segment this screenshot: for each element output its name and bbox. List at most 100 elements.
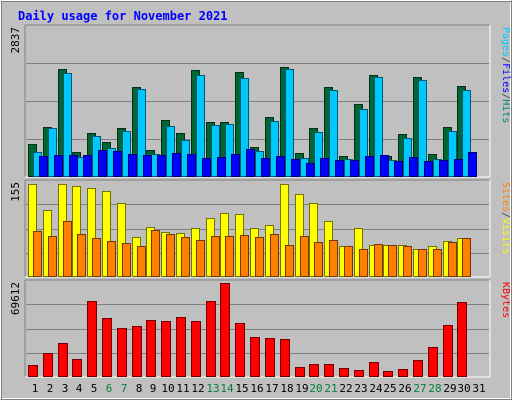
y-axis-label-part: Files — [500, 63, 511, 93]
x-tick-label: 30 — [457, 382, 470, 395]
x-tick-label: 29 — [443, 382, 456, 395]
bar-kbytes — [117, 328, 127, 377]
bar-kbytes — [72, 359, 82, 377]
bar-files — [374, 77, 383, 177]
bar-sites — [329, 240, 338, 277]
y-axis-label-part: / — [500, 57, 511, 63]
bar-files — [448, 131, 457, 177]
bar-sites — [63, 221, 72, 277]
bar-kbytes — [176, 317, 186, 377]
bar-files — [329, 90, 338, 177]
x-tick-label: 16 — [250, 382, 263, 395]
bar-files — [462, 90, 471, 177]
x-tick-label: 25 — [383, 382, 396, 395]
bar-files — [240, 78, 249, 177]
bar-sites — [137, 246, 146, 277]
x-tick-label: 2 — [47, 382, 54, 395]
panel-hits-files: 2837 Pages/Files/Hits — [9, 24, 511, 178]
bar-sites — [33, 231, 42, 277]
x-axis-labels: 1 2 3 4 5 6 7 8 9 10 11 12 13 14 15 16 17 18 19 20 21 22 23 24 2… — [32, 382, 486, 395]
bar-pages — [350, 160, 359, 177]
bar-kbytes — [43, 353, 53, 377]
bar-sites — [300, 236, 309, 277]
x-tick-label: 31 — [472, 382, 485, 395]
y-axis-label: Sites/Visits — [500, 182, 511, 254]
bar-pages — [439, 160, 448, 177]
bar-pages — [468, 152, 477, 177]
y-axis-label-part: Visits — [500, 218, 511, 254]
bar-visits — [72, 186, 81, 277]
y-max-label: 69612 — [9, 282, 22, 315]
bar-pages — [54, 155, 63, 177]
chart-title: Daily usage for November 2021 — [18, 9, 228, 23]
bar-sites — [255, 237, 264, 277]
y-axis-label-part: / — [500, 212, 511, 218]
bar-sites — [403, 246, 412, 277]
bar-kbytes — [369, 362, 379, 377]
bar-files — [418, 80, 427, 177]
bar-sites — [359, 249, 368, 277]
x-tick-label: 10 — [161, 382, 174, 395]
bar-pages — [143, 155, 152, 177]
x-tick-label: 6 — [106, 382, 113, 395]
bar-files — [270, 121, 279, 177]
bar-sites — [181, 237, 190, 277]
bar-files — [63, 73, 72, 177]
bar-sites — [211, 236, 220, 277]
bar-sites — [92, 238, 101, 277]
bar-sites — [462, 238, 471, 277]
bar-kbytes — [457, 302, 467, 377]
bar-visits — [28, 184, 37, 277]
bar-sites — [374, 244, 383, 277]
bar-kbytes — [102, 318, 112, 377]
bar-sites — [344, 246, 353, 277]
bar-sites — [77, 234, 86, 277]
bar-pages — [83, 155, 92, 177]
y-axis-label-part: Hits — [500, 99, 511, 123]
x-tick-label: 9 — [150, 382, 157, 395]
bar-kbytes — [191, 321, 201, 377]
x-tick-label: 27 — [413, 382, 426, 395]
bar-pages — [454, 159, 463, 177]
bar-visits — [280, 184, 289, 277]
bar-pages — [320, 158, 329, 177]
bar-pages — [409, 157, 418, 177]
x-tick-label: 28 — [428, 382, 441, 395]
bar-sites — [48, 236, 57, 277]
y-max-label: 2837 — [9, 27, 22, 54]
bar-pages — [98, 150, 107, 177]
bar-files — [137, 89, 146, 177]
x-tick-label: 1 — [32, 382, 39, 395]
bar-kbytes — [235, 323, 245, 377]
y-axis-label-part: Sites — [500, 182, 511, 212]
bar-kbytes — [206, 301, 216, 377]
bar-kbytes — [280, 339, 290, 377]
bar-sites — [196, 240, 205, 277]
bar-pages — [276, 156, 285, 177]
bar-pages — [157, 155, 166, 177]
x-tick-label: 13 — [206, 382, 219, 395]
bar-kbytes — [265, 338, 275, 377]
bar-kbytes — [58, 343, 68, 377]
bar-kbytes — [428, 347, 438, 377]
bar-kbytes — [132, 326, 142, 377]
bar-sites — [122, 243, 131, 277]
bar-visits — [102, 191, 111, 277]
bar-kbytes — [413, 360, 423, 377]
y-axis-label-part: / — [500, 93, 511, 99]
bar-kbytes — [309, 364, 319, 377]
x-tick-label: 12 — [191, 382, 204, 395]
bar-visits — [295, 194, 304, 277]
x-tick-label: 17 — [265, 382, 278, 395]
bar-kbytes — [443, 325, 453, 377]
bar-sites — [314, 242, 323, 277]
x-tick-label: 23 — [354, 382, 367, 395]
bar-kbytes — [383, 371, 393, 377]
bar-pages — [365, 156, 374, 177]
bar-files — [48, 128, 57, 177]
bar-sites — [388, 245, 397, 277]
bar-kbytes — [250, 337, 260, 377]
x-tick-label: 24 — [369, 382, 383, 395]
panel-kbytes: 69612 KBytes — [9, 279, 511, 378]
